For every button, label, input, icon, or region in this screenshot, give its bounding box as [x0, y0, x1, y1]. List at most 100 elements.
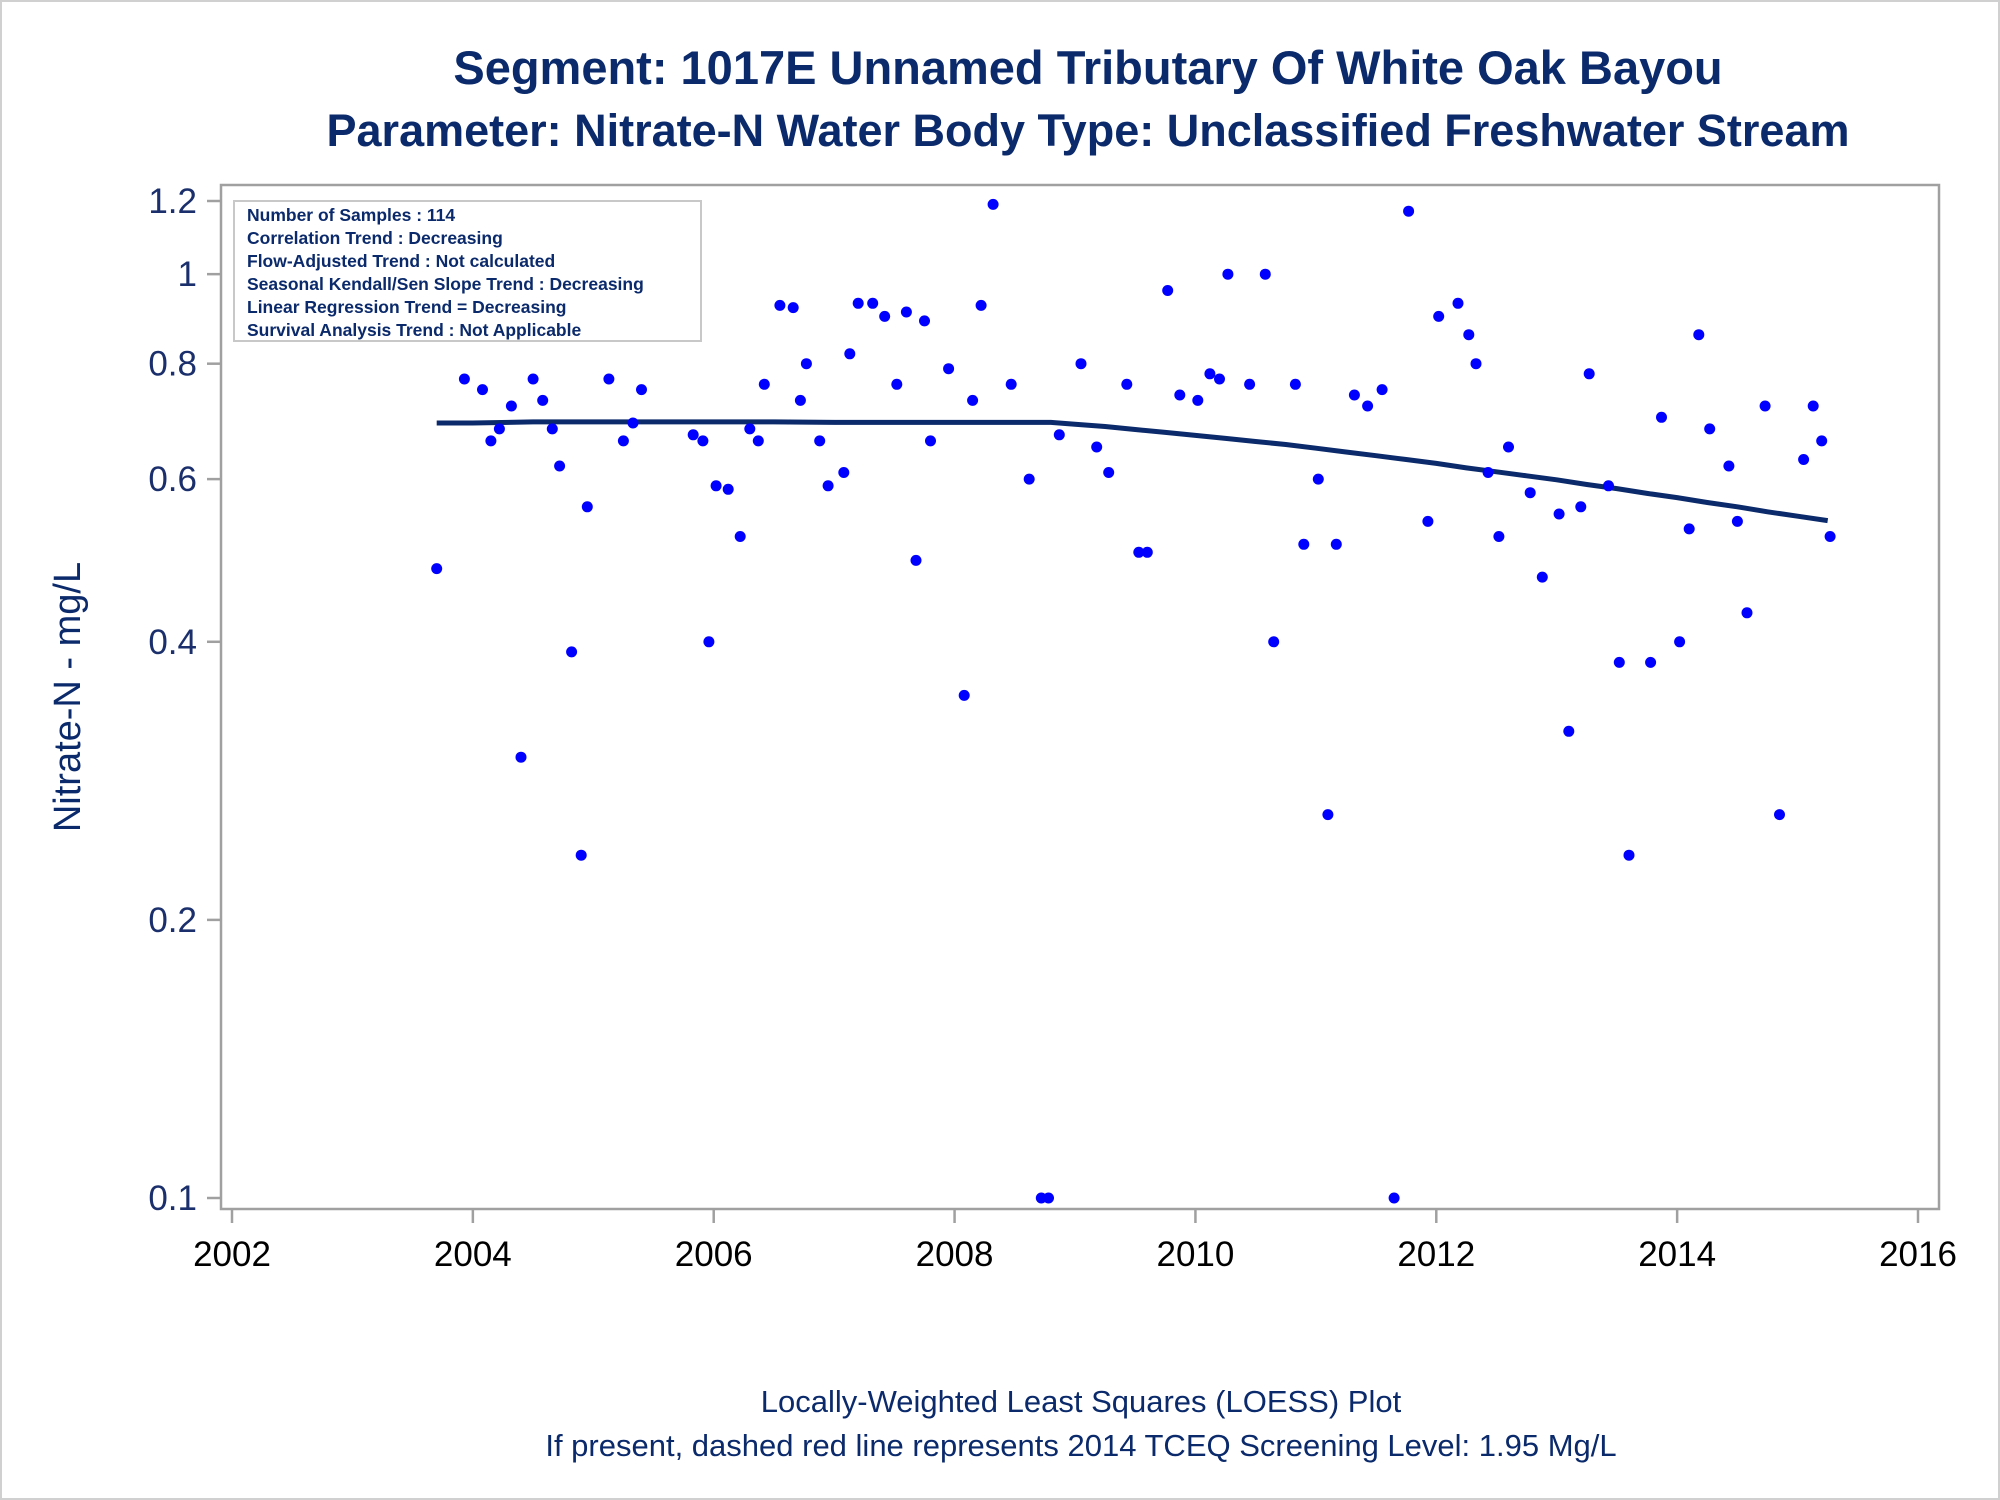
data-point: [1553, 508, 1565, 520]
data-point: [1759, 400, 1771, 412]
data-point: [1623, 849, 1635, 861]
plot-area: [219, 183, 1941, 1211]
data-point: [1452, 297, 1464, 309]
data-point: [987, 198, 999, 210]
y-tick-label: 0.1: [148, 1179, 197, 1218]
data-point: [1348, 389, 1360, 401]
data-point: [752, 435, 764, 447]
data-point: [1583, 368, 1595, 380]
data-point: [1723, 460, 1735, 472]
data-point: [493, 423, 505, 435]
data-point: [1422, 515, 1434, 527]
data-point: [581, 501, 593, 513]
data-point: [1141, 546, 1153, 558]
x-tick-label: 2008: [916, 1235, 994, 1274]
data-point: [1433, 310, 1445, 322]
stats-line-seasonal-kendall: Seasonal Kendall/Sen Slope Trend : Decre…: [247, 274, 644, 294]
data-point: [1503, 441, 1514, 453]
data-point: [1388, 1192, 1400, 1204]
data-point: [852, 297, 864, 309]
data-point: [1121, 378, 1133, 390]
data-point: [1463, 329, 1475, 341]
data-point: [1403, 205, 1415, 217]
data-point: [1268, 636, 1280, 648]
data-point: [891, 378, 903, 390]
data-point: [1536, 571, 1548, 583]
data-point: [1162, 285, 1174, 296]
data-point: [485, 435, 497, 447]
x-tick-label: 2010: [1156, 1235, 1234, 1274]
data-point: [919, 315, 930, 327]
data-point: [744, 423, 756, 435]
x-tick-label: 2006: [675, 1235, 753, 1274]
data-point: [1656, 411, 1667, 423]
data-point: [1493, 531, 1505, 542]
x-tick-label: 2004: [434, 1235, 512, 1274]
data-point: [1289, 378, 1301, 390]
data-point: [537, 394, 549, 406]
stats-line-flow-adjusted: Flow-Adjusted Trend : Not calculated: [247, 251, 555, 271]
data-point: [697, 435, 709, 447]
data-point: [867, 297, 879, 309]
data-point: [1645, 656, 1657, 668]
x-tick-label: 2002: [193, 1235, 271, 1274]
data-point: [1091, 441, 1103, 453]
y-tick-label: 0.4: [148, 623, 197, 662]
data-point: [838, 467, 850, 478]
chart-subtitle: Parameter: Nitrate-N Water Body Type: Un…: [327, 105, 1850, 156]
data-point: [1043, 1192, 1054, 1204]
data-point: [1312, 473, 1324, 485]
data-point: [1053, 429, 1065, 441]
y-tick-label: 0.6: [148, 460, 197, 499]
data-point: [636, 384, 647, 396]
data-point: [1816, 435, 1828, 447]
data-point: [1023, 473, 1035, 485]
data-point: [1214, 373, 1225, 385]
data-point: [1259, 268, 1271, 280]
data-point: [1603, 480, 1614, 492]
data-point: [477, 384, 488, 396]
data-point: [1330, 538, 1342, 550]
stats-box-border: [233, 200, 702, 342]
y-tick-label: 1: [178, 255, 197, 294]
data-point: [1807, 400, 1819, 412]
data-point: [822, 480, 834, 492]
data-point: [1376, 384, 1388, 396]
plot-marks: [431, 198, 1836, 1204]
data-point: [1824, 531, 1836, 542]
data-point: [703, 636, 715, 648]
data-point: [431, 563, 443, 575]
data-point: [1204, 368, 1216, 380]
data-point: [1174, 389, 1186, 401]
data-point: [603, 373, 615, 385]
data-point: [1244, 378, 1256, 390]
data-point: [617, 435, 629, 447]
data-point: [1322, 809, 1334, 821]
footnote-loess: Locally-Weighted Least Squares (LOESS) P…: [761, 1384, 1402, 1419]
data-point: [1563, 725, 1575, 737]
data-point: [458, 373, 470, 385]
data-point: [967, 394, 979, 406]
data-point: [910, 554, 922, 566]
data-point: [787, 302, 799, 314]
data-point: [527, 373, 539, 385]
y-tick-label: 1.2: [148, 182, 197, 221]
data-point: [1798, 454, 1810, 465]
data-point: [1005, 378, 1017, 390]
footnote-screening-level: If present, dashed red line represents 2…: [545, 1428, 1616, 1463]
x-tick-label: 2012: [1397, 1235, 1475, 1274]
data-point: [844, 348, 856, 360]
data-point: [546, 423, 558, 435]
y-axis: 0.1 0.2 0.4 0.6 0.8 1 1.2: [148, 182, 221, 1218]
data-point: [1133, 546, 1145, 558]
data-point: [943, 363, 955, 375]
chart-title: Segment: 1017E Unnamed Tributary Of Whit…: [453, 41, 1722, 94]
data-point: [734, 531, 746, 542]
y-tick-label: 0.8: [148, 345, 197, 384]
data-point: [1075, 358, 1087, 370]
data-point: [975, 299, 987, 311]
x-axis: 2002 2004 2006 2008 2010 2012 2014 2016: [193, 1209, 1957, 1274]
data-point: [1298, 538, 1310, 550]
data-point: [515, 751, 527, 763]
